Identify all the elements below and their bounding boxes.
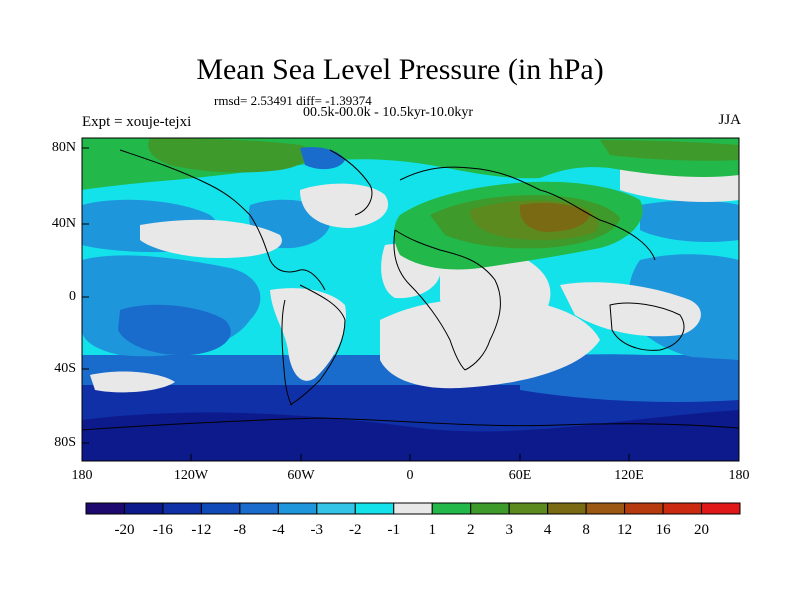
field-eurasia-8 [519, 202, 590, 232]
colorbar-box [431, 502, 472, 515]
coastlines [82, 149, 739, 431]
colorbar-label: 3 [505, 522, 513, 538]
colorbar-box [547, 502, 587, 515]
colorbar-box [470, 502, 510, 515]
colorbar-label: -2 [349, 522, 362, 538]
lon-label: 0 [406, 468, 414, 483]
coast-north-america [119, 149, 326, 291]
lat-label: 80S [54, 435, 76, 450]
colorbar-box [200, 502, 241, 515]
lon-label: 180 [728, 468, 750, 483]
colorbar-label: 1 [428, 522, 436, 538]
field-neutral-south-america [270, 288, 346, 381]
colorbar-box [162, 502, 202, 515]
colorbar-label: -8 [233, 522, 247, 538]
colorbar-box [624, 502, 664, 515]
lat-label: 40S [54, 361, 76, 376]
coast-australia [609, 302, 685, 351]
field-neutral-south-atlantic [380, 298, 600, 389]
field-pacific-core [118, 304, 231, 356]
coast-eurasia [399, 166, 656, 261]
lat-label: 40N [51, 216, 76, 231]
colorbar-label: 2 [466, 522, 475, 538]
experiment-label: Expt = xouje-tejxi [82, 114, 192, 130]
coast-africa-west [393, 229, 466, 371]
colorbar-box [393, 502, 433, 515]
lon-label: 120W [173, 468, 209, 483]
coast-africa-east [394, 229, 501, 371]
field-south-band-3 [82, 410, 739, 461]
colorbar-label: 12 [617, 522, 633, 538]
colorbar-box [585, 502, 626, 515]
coast-south-america-west [281, 299, 293, 406]
field-neutral-north-america [140, 219, 282, 258]
colorbar-label: 20 [694, 522, 709, 538]
field-neutral-south-pacific [90, 371, 175, 393]
colorbar-box [277, 502, 318, 515]
field-neutral-maritime [560, 282, 701, 337]
lon-label: 180 [71, 468, 93, 483]
colorbar-box [123, 502, 164, 515]
map-ticks [82, 147, 630, 461]
colorbar-box [701, 502, 741, 515]
field-nw-pacific [640, 200, 739, 242]
colorbar-label: -3 [310, 522, 324, 538]
colorbar-label: 8 [582, 522, 590, 538]
map-title: Mean Sea Level Pressure (in hPa) [196, 53, 604, 86]
coast-antarctica [82, 417, 739, 431]
colorbar-box [85, 502, 125, 515]
colorbar-box [239, 502, 279, 515]
field-indian-south [520, 354, 739, 402]
colorbar-label: 16 [655, 522, 671, 538]
lon-label: 60W [287, 468, 315, 483]
colorbar-box [316, 502, 356, 515]
pressure-field [82, 138, 739, 461]
colorbar-label: -4 [272, 522, 285, 538]
coast-greenland [329, 149, 373, 216]
lat-label: 0 [69, 289, 76, 304]
colorbar-label: -12 [191, 522, 212, 538]
colorbar [85, 502, 741, 515]
lon-label: 60E [508, 468, 532, 483]
colorbar-box [354, 502, 395, 515]
coast-south-america-east [289, 284, 346, 406]
colorbar-label: -20 [114, 522, 135, 538]
colorbar-box [662, 502, 703, 515]
colorbar-label: 4 [543, 522, 552, 538]
colorbar-label: -16 [152, 522, 173, 538]
field-neutral-atlantic [300, 183, 389, 228]
season-label: JJA [718, 112, 741, 128]
rmsd-diff-stats: rmsd= 2.53491 diff= -1.39374 [214, 93, 372, 108]
colorbar-box [508, 502, 549, 515]
colorbar-label: -1 [387, 522, 401, 538]
comparison-period: 00.5k-00.0k - 10.5kyr-10.0kyr [303, 105, 474, 120]
lon-label: 120E [614, 468, 644, 483]
lat-label: 80N [51, 140, 76, 155]
field-arctic-russia-3 [600, 140, 739, 161]
field-greenland-3 [148, 138, 311, 173]
